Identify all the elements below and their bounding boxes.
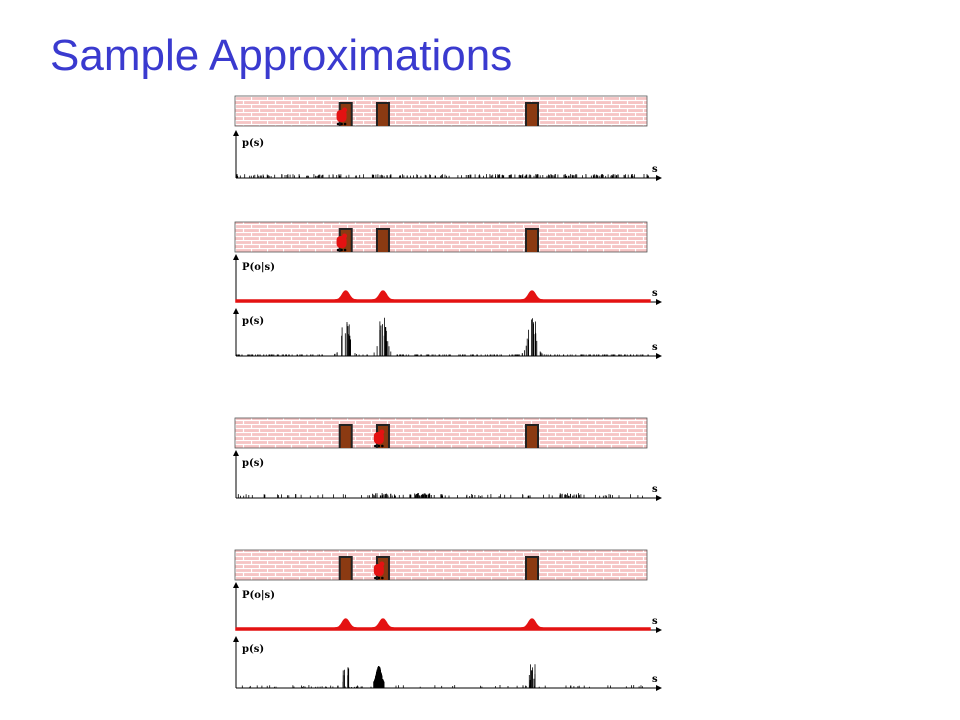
robot-wheel	[343, 248, 347, 252]
axis-label-probability: P(o|s)	[242, 590, 275, 601]
x-axis-arrow	[656, 175, 662, 181]
x-axis-arrow	[656, 627, 662, 633]
step-1: p(s) s	[233, 95, 662, 181]
wall-bricks	[234, 417, 648, 449]
y-axis-arrow	[233, 130, 239, 136]
door-panel	[377, 230, 388, 252]
robot-wheel	[374, 444, 377, 448]
brick-wall	[234, 549, 648, 581]
axis-label-probability: p(s)	[242, 458, 264, 469]
x-axis-arrow	[656, 299, 662, 305]
axis-label-state: s	[652, 616, 658, 627]
door	[525, 102, 540, 126]
sample-plot: p(s) s	[233, 450, 662, 501]
robot-icon	[336, 107, 348, 126]
likelihood-curve	[235, 290, 651, 303]
sample-plot: p(s) s	[233, 636, 662, 691]
door-panel	[527, 104, 538, 126]
y-axis-arrow	[233, 308, 239, 314]
axis-label-probability: P(o|s)	[242, 262, 275, 273]
step-2: P(o|s) s p(s) s	[233, 221, 662, 359]
x-axis-arrow	[656, 685, 662, 691]
door	[525, 228, 540, 252]
step-3: p(s) s	[233, 417, 662, 501]
x-axis-arrow	[656, 353, 662, 359]
door-panel	[527, 230, 538, 252]
wall-bricks	[234, 95, 648, 127]
robot-icon	[373, 561, 385, 580]
robot-wheel	[340, 248, 343, 252]
x-axis-arrow	[656, 495, 662, 501]
robot-wheel	[336, 122, 340, 126]
robot-wheel	[340, 122, 343, 126]
robot-wheel	[336, 248, 340, 252]
sample-set	[237, 493, 643, 498]
y-axis-arrow	[233, 582, 239, 588]
door	[375, 228, 390, 252]
robot-sensor	[342, 233, 348, 239]
slide-title: Sample Approximations	[50, 31, 513, 80]
brick-wall	[234, 221, 648, 253]
robot-wheel	[381, 444, 384, 448]
robot-body	[336, 236, 347, 248]
axis-label-state: s	[652, 288, 658, 299]
step-4: P(o|s) s p(s) s	[233, 549, 662, 691]
axis-label-state: s	[652, 484, 658, 495]
door	[375, 102, 390, 126]
axis-label-state: s	[652, 342, 658, 353]
door	[525, 424, 540, 448]
robot-wheel	[377, 444, 381, 448]
robot-body	[373, 432, 384, 444]
robot-wheel	[377, 576, 381, 580]
sample-plot: p(s) s	[233, 308, 662, 359]
robot-sensor	[379, 429, 385, 435]
robot-icon	[373, 429, 385, 448]
door	[338, 424, 353, 448]
y-axis-arrow	[233, 254, 239, 260]
axis-label-probability: p(s)	[242, 316, 264, 327]
door	[525, 556, 540, 580]
sample-set	[235, 174, 649, 178]
sample-plot: p(s) s	[233, 130, 662, 181]
brick-wall	[234, 95, 648, 127]
axis-label-probability: p(s)	[242, 138, 264, 149]
robot-wheel	[343, 122, 347, 126]
likelihood-plot: P(o|s) s	[233, 582, 662, 633]
robot-icon	[336, 233, 348, 252]
y-axis-arrow	[233, 450, 239, 456]
robot-body	[373, 564, 384, 576]
wall-bricks	[234, 549, 648, 581]
door-panel	[527, 426, 538, 448]
robot-wheel	[374, 576, 377, 580]
robot-body	[336, 110, 347, 122]
door-panel	[527, 558, 538, 580]
robot-sensor	[379, 561, 385, 567]
sample-set	[235, 664, 643, 688]
robot-wheel	[381, 576, 384, 580]
wall-bricks	[234, 221, 648, 253]
likelihood-curve	[235, 618, 651, 631]
door-panel	[340, 558, 351, 580]
robot-sensor	[342, 107, 348, 113]
door-panel	[340, 426, 351, 448]
y-axis-arrow	[233, 636, 239, 642]
brick-wall	[234, 417, 648, 449]
sample-set	[236, 317, 649, 356]
door	[338, 556, 353, 580]
axis-label-probability: p(s)	[242, 644, 264, 655]
axis-label-state: s	[652, 674, 658, 685]
axis-label-state: s	[652, 164, 658, 175]
door-panel	[377, 104, 388, 126]
likelihood-plot: P(o|s) s	[233, 254, 662, 305]
